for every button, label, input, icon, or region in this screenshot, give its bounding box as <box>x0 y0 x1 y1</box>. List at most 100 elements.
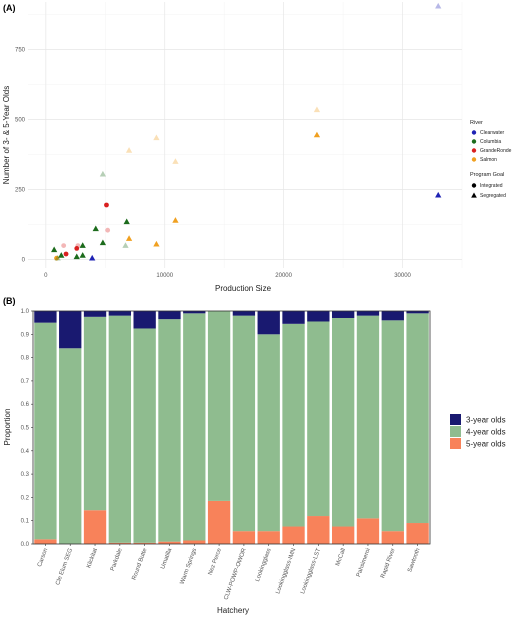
x-tick-label: Parkdale <box>110 547 124 572</box>
scatter-point <box>313 106 321 113</box>
bar-plot-area: 0.0 0.1 0.2 0.3 0.4 0.5 0.6 0.7 0.8 0.9 1.0 Carson C… <box>21 309 431 601</box>
y-tick-label: 0.2 <box>21 495 30 501</box>
legend-label: Segregated <box>480 193 506 199</box>
x-tick-label: Carson <box>37 548 49 568</box>
legend-title-goal: Program Goal <box>470 172 504 178</box>
legend-label: 5-year olds <box>466 440 506 449</box>
bar-segment <box>158 311 181 320</box>
legend-label: Columbia <box>480 139 501 145</box>
x-tick-label: CLW-POWP-OWOR <box>224 547 248 601</box>
bar-segment <box>34 539 57 544</box>
scatter-point <box>104 202 109 208</box>
bar-segment <box>232 315 256 532</box>
scatter-point <box>125 235 133 241</box>
panel-border <box>32 310 431 545</box>
bar-segment <box>307 311 330 322</box>
panel-b-label: (B) <box>3 296 16 306</box>
scatter-point <box>58 252 65 258</box>
bar-segment <box>282 526 305 544</box>
bar-segment <box>406 523 429 544</box>
y-tick-label: 0 <box>22 258 26 264</box>
bar-segment <box>207 500 231 544</box>
legend-label: 3-year olds <box>466 416 506 425</box>
bar-segment <box>406 311 429 314</box>
y-tick-label: 0.0 <box>21 542 30 548</box>
bar-segment <box>183 540 206 544</box>
bar-segment <box>381 531 404 544</box>
bar-segment <box>83 510 107 544</box>
bar-segment <box>83 311 107 317</box>
y-tick-label: 0.1 <box>21 519 30 525</box>
y-tick-label: 0.8 <box>21 356 30 362</box>
y-tick-label: 0.4 <box>21 449 30 455</box>
bar-segment <box>133 328 156 543</box>
legend-label: 4-year olds <box>466 428 506 437</box>
bar-x-axis-title: Hatchery <box>217 606 249 615</box>
bar-segment <box>183 311 206 314</box>
bar-segment <box>356 315 380 519</box>
bar-segment <box>158 319 181 542</box>
bar-segment <box>59 311 82 349</box>
legend-swatch <box>450 414 461 425</box>
legend-shape <box>471 192 477 198</box>
scatter-point <box>54 255 59 261</box>
scatter-legend: River Clearwater Columbia GrandeRonde Salmon… <box>470 120 512 199</box>
x-tick-label: Pahsimeroi <box>356 548 372 578</box>
legend-swatch <box>471 139 477 144</box>
bar-segment <box>257 531 280 544</box>
scatter-point <box>61 243 67 249</box>
x-tick-label: Cle Elum SEG <box>55 547 74 586</box>
x-tick-label: Klickitat <box>86 547 99 569</box>
bar-segment <box>282 323 305 527</box>
x-tick-label: Sawtooth <box>407 548 421 574</box>
legend-label: Salmon <box>480 157 497 163</box>
bar-segment <box>158 541 181 544</box>
scatter-point <box>79 242 86 248</box>
bar-y-axis-title: Proportion <box>3 409 12 446</box>
scatter-point <box>153 134 160 141</box>
legend-swatch <box>450 426 461 437</box>
scatter-point <box>51 246 58 253</box>
scatter-point <box>99 170 107 177</box>
x-tick-label: 20000 <box>275 273 292 279</box>
legend-label: Integrated <box>480 183 503 189</box>
x-tick-label: Nez Perce <box>208 547 223 576</box>
x-tick-label: Lookingglass <box>255 548 273 583</box>
bar-segment <box>108 542 132 544</box>
bar-segment <box>331 317 355 527</box>
scatter-point <box>54 254 61 261</box>
bar-segment <box>282 311 305 324</box>
y-tick-label: 750 <box>15 48 26 54</box>
scatter-point <box>153 240 160 247</box>
scatter-point <box>79 252 86 258</box>
x-tick-label: Warm Springs <box>180 548 199 586</box>
scatter-point <box>73 253 80 260</box>
bar-segment <box>331 311 355 318</box>
bar-segment <box>257 311 280 335</box>
x-tick-label: 0 <box>44 273 48 279</box>
legend-swatch <box>471 130 477 135</box>
legend-swatch <box>471 157 477 162</box>
scatter-point <box>313 131 321 138</box>
y-tick-label: 0.5 <box>21 426 30 432</box>
y-tick-label: 0.6 <box>21 402 30 408</box>
y-tick-label: 250 <box>15 188 26 194</box>
bar-segment <box>232 311 256 316</box>
bar-segment <box>83 316 107 511</box>
x-tick-label: Round Butte <box>131 547 148 581</box>
scatter-point <box>123 218 130 225</box>
scatter-point <box>63 251 69 257</box>
bar-segment <box>257 334 280 532</box>
legend-label: Clearwater <box>480 130 505 136</box>
legend-shape <box>471 183 477 188</box>
scatter-point <box>125 147 133 153</box>
bar-segment <box>406 313 429 524</box>
bar-segment <box>34 311 57 323</box>
scatter-point <box>89 254 96 261</box>
scatter-point <box>105 227 111 233</box>
y-tick-label: 0.7 <box>21 379 30 385</box>
scatter-y-axis-title: Number of 3- & 5-Year Olds <box>2 86 11 184</box>
y-tick-label: 0.9 <box>21 332 30 338</box>
x-tick-label: Rapid River <box>380 548 396 580</box>
